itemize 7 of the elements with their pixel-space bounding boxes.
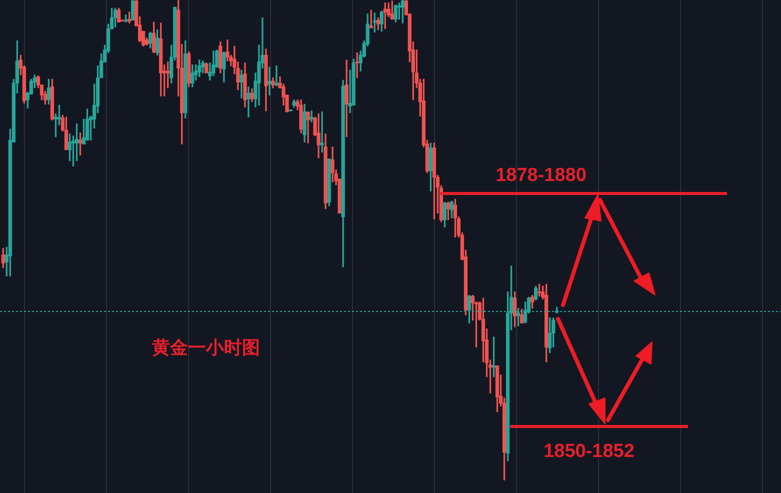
- candlestick: [310, 110, 314, 122]
- candlestick: [320, 112, 324, 153]
- annotation: 1850-1852: [544, 441, 634, 462]
- annotation: 1878-1880: [496, 165, 586, 186]
- candlestick: [268, 66, 272, 96]
- annotation: 黄金一小时图: [151, 338, 260, 359]
- candlestick: [274, 65, 278, 86]
